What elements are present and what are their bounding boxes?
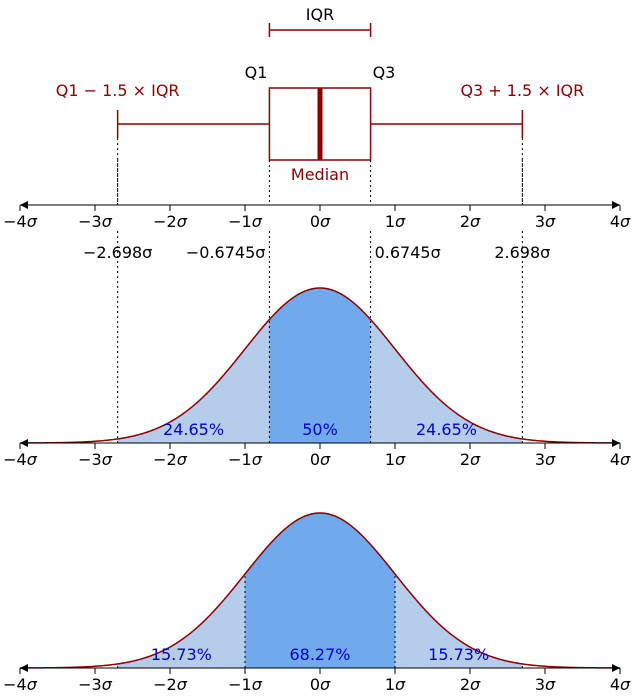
q3-label: Q3: [373, 63, 396, 82]
svg-text:−2σ: −2σ: [153, 212, 188, 231]
svg-text:−3σ: −3σ: [78, 450, 113, 469]
median-label: Median: [291, 165, 349, 184]
svg-text:−4σ: −4σ: [3, 212, 38, 231]
upper-fence-label: Q3 + 1.5 × IQR: [460, 81, 584, 100]
dist2-pct-2: 15.73%: [428, 645, 489, 664]
svg-text:0σ: 0σ: [310, 212, 331, 231]
sigma-q3: 0.6745σ: [375, 243, 441, 262]
svg-text:2σ: 2σ: [460, 212, 481, 231]
svg-text:3σ: 3σ: [535, 450, 556, 469]
svg-text:4σ: 4σ: [610, 212, 631, 231]
svg-text:2σ: 2σ: [460, 675, 481, 694]
svg-text:−1σ: −1σ: [228, 450, 263, 469]
svg-text:−4σ: −4σ: [3, 675, 38, 694]
svg-text:−2σ: −2σ: [153, 675, 188, 694]
svg-text:0σ: 0σ: [310, 675, 331, 694]
svg-text:−3σ: −3σ: [78, 212, 113, 231]
svg-text:0σ: 0σ: [310, 450, 331, 469]
svg-text:−1σ: −1σ: [228, 675, 263, 694]
dist1-pct-1: 50%: [302, 420, 338, 439]
iqr-label: IQR: [306, 5, 334, 24]
svg-text:−2σ: −2σ: [153, 450, 188, 469]
lower-fence-label: Q1 − 1.5 × IQR: [56, 81, 180, 100]
svg-text:1σ: 1σ: [385, 675, 406, 694]
svg-text:−3σ: −3σ: [78, 675, 113, 694]
svg-text:3σ: 3σ: [535, 212, 556, 231]
svg-text:3σ: 3σ: [535, 675, 556, 694]
svg-text:−4σ: −4σ: [3, 450, 38, 469]
svg-text:−1σ: −1σ: [228, 212, 263, 231]
svg-text:4σ: 4σ: [610, 675, 631, 694]
svg-text:4σ: 4σ: [610, 450, 631, 469]
svg-text:1σ: 1σ: [385, 212, 406, 231]
svg-text:1σ: 1σ: [385, 450, 406, 469]
svg-text:2σ: 2σ: [460, 450, 481, 469]
dist1-pct-2: 24.65%: [416, 420, 477, 439]
q1-label: Q1: [245, 63, 268, 82]
dist2-pct-1: 68.27%: [289, 645, 350, 664]
dist2-pct-0: 15.73%: [151, 645, 212, 664]
dist1-pct-0: 24.65%: [163, 420, 224, 439]
sigma-q1: −0.6745σ: [186, 243, 266, 262]
